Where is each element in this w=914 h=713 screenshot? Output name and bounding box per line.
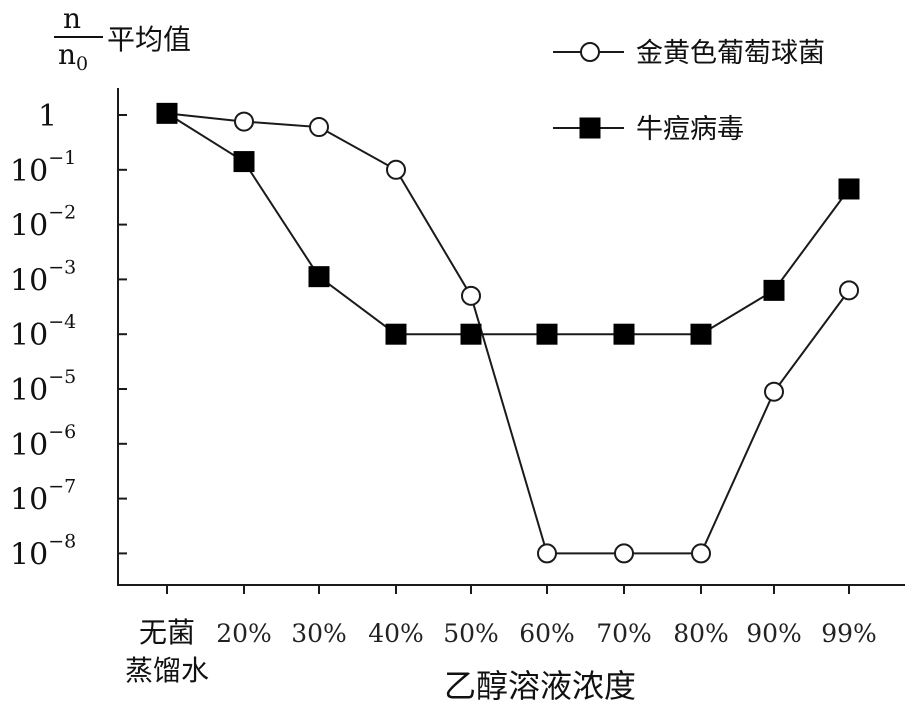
x-tick-label: 40%	[368, 619, 424, 648]
y-tick-label: 10−1	[10, 147, 76, 189]
x-tick-label: 50%	[443, 619, 499, 648]
y-tick-label: 1	[38, 99, 57, 134]
legend-label-staph: 金黄色葡萄球菌	[636, 38, 825, 69]
y-tick-label: 10−8	[10, 530, 76, 572]
legend-item-vaccinia: 牛痘病毒	[553, 114, 744, 145]
x-tick-label: 80%	[673, 619, 729, 648]
data-point-staph	[461, 285, 481, 306]
legend: 金黄色葡萄球菌 牛痘病毒	[553, 38, 825, 145]
data-point-staph	[386, 159, 406, 180]
data-point-vaccinia	[838, 178, 860, 200]
legend-marker-square	[579, 117, 601, 139]
data-point-staph	[614, 543, 634, 564]
legend-item-staph: 金黄色葡萄球菌	[553, 38, 825, 69]
y-tick-label: 10−2	[10, 202, 76, 244]
x-tick-label: 30%	[291, 619, 347, 648]
y-axis-title-suffix: 平均值	[107, 23, 191, 56]
data-point-vaccinia	[156, 102, 178, 124]
y-tick-label: 10−7	[10, 476, 76, 518]
data-point-vaccinia	[460, 323, 482, 345]
data-point-staph	[537, 543, 557, 564]
data-point-staph	[234, 111, 254, 132]
legend-label-vaccinia: 牛痘病毒	[636, 114, 744, 145]
y-axis-title: n n0 平均值	[54, 2, 191, 75]
series-line-vaccinia	[166, 112, 850, 336]
legend-marker-circle	[580, 42, 600, 62]
series-layer	[156, 102, 860, 564]
x-tick-label: 60%	[519, 619, 575, 648]
data-point-vaccinia	[308, 266, 330, 288]
series-line-staph	[166, 112, 850, 555]
data-point-staph	[691, 543, 711, 564]
x-tick-label: 无菌蒸馏水	[125, 616, 209, 687]
data-point-staph	[839, 280, 859, 301]
y-tick-label: 10−6	[10, 421, 76, 463]
y-axis-title-denominator: n0	[58, 38, 88, 75]
x-tick-label: 70%	[596, 619, 652, 648]
x-axis-title: 乙醇溶液浓度	[444, 667, 636, 705]
data-point-staph	[764, 381, 784, 402]
data-point-vaccinia	[233, 151, 255, 173]
y-axis-title-numerator: n	[63, 2, 81, 35]
y-tick-label: 10−5	[10, 366, 76, 408]
data-point-vaccinia	[385, 323, 407, 345]
x-tick-label: 99%	[821, 619, 877, 648]
x-tick-label: 90%	[746, 619, 802, 648]
y-ticks: 1 10−1 10−2 10−3 10−4 10−5 10−6 10−7 10−8	[10, 99, 127, 572]
y-tick-label: 10−4	[10, 311, 76, 353]
data-point-vaccinia	[613, 323, 635, 345]
data-point-vaccinia	[690, 323, 712, 345]
x-tick-label: 20%	[216, 619, 272, 648]
data-point-staph	[309, 117, 329, 138]
data-point-vaccinia	[536, 323, 558, 345]
y-tick-label: 10−3	[10, 256, 76, 298]
data-point-vaccinia	[763, 279, 785, 301]
